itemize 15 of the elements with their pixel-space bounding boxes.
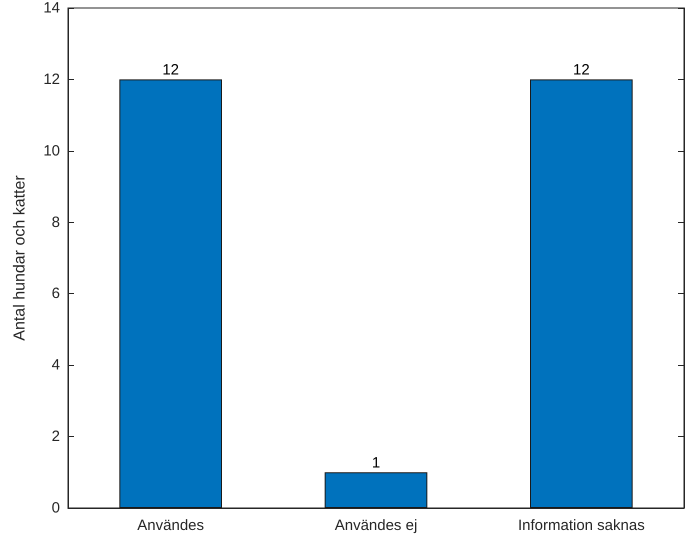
- x-tick-label: Information saknas: [518, 517, 645, 534]
- y-tick-label: 12: [43, 70, 60, 88]
- y-tick-label: 0: [52, 500, 60, 516]
- y-tick-label: 4: [52, 356, 60, 374]
- y-tick-label: 2: [52, 428, 60, 446]
- data-label: 1: [372, 454, 380, 472]
- y-tick-label: 8: [52, 214, 60, 231]
- y-tick-label: 14: [43, 0, 60, 16]
- data-label: 12: [572, 61, 590, 78]
- x-tick-label: Användes ej: [334, 517, 418, 534]
- y-axis-title: Antal hundar och katter: [12, 174, 28, 341]
- data-label: 12: [162, 61, 180, 78]
- y-tick-label: 10: [43, 142, 60, 160]
- y-tick-label: 6: [52, 285, 60, 302]
- x-tick-label: Användes: [137, 517, 204, 534]
